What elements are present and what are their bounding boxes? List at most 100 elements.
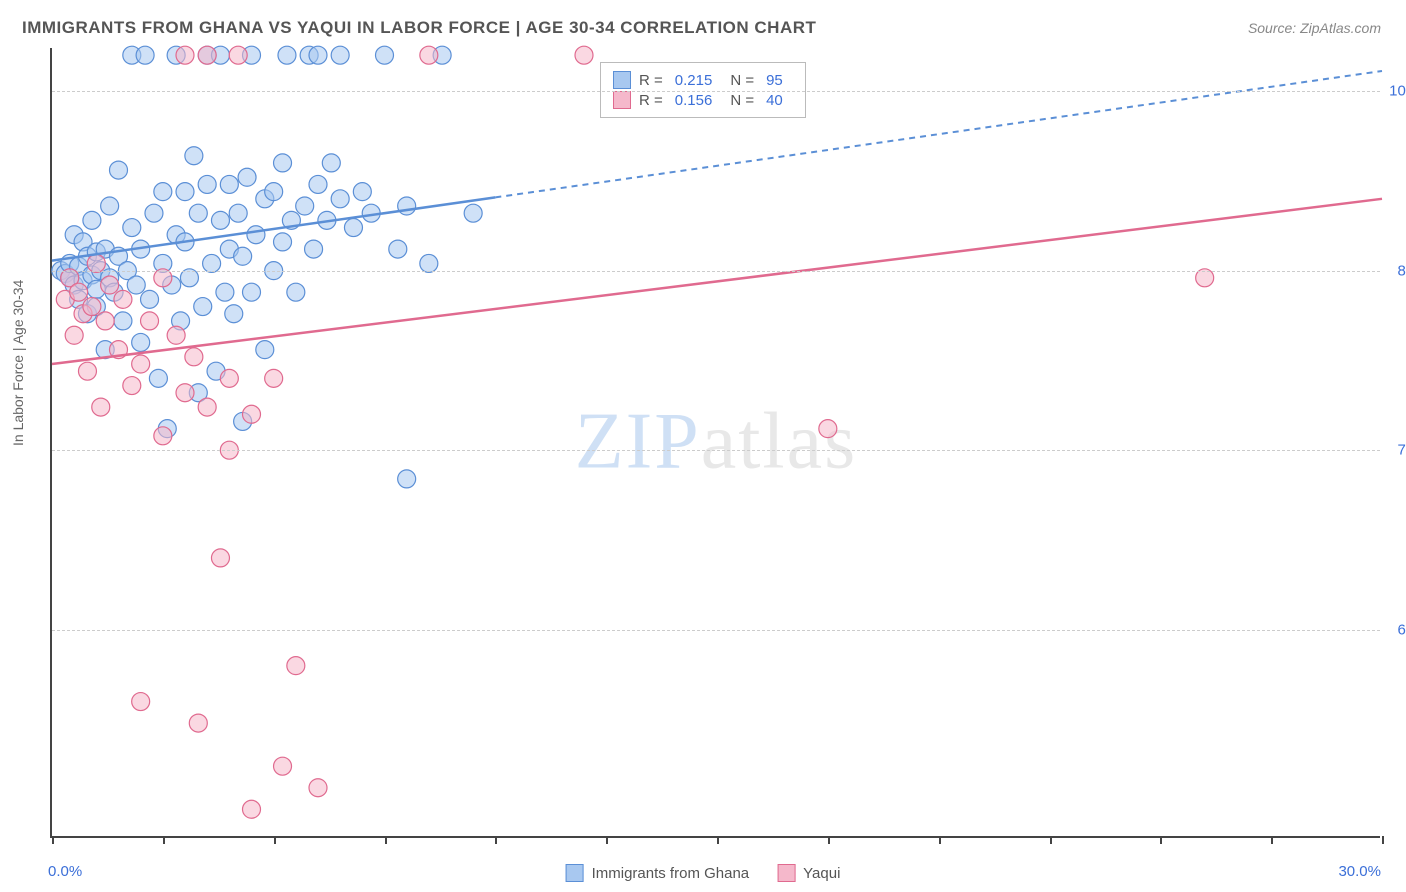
legend-label-ghana: Immigrants from Ghana — [592, 865, 750, 882]
scatter-point — [389, 240, 407, 258]
scatter-point — [309, 46, 327, 64]
scatter-point — [322, 154, 340, 172]
x-tick — [1050, 836, 1052, 844]
legend-swatch-ghana-b — [566, 864, 584, 882]
gridline — [52, 271, 1380, 272]
scatter-point — [132, 333, 150, 351]
scatter-point — [229, 204, 247, 222]
scatter-point — [464, 204, 482, 222]
scatter-point — [65, 326, 83, 344]
legend-swatch-yaqui-b — [777, 864, 795, 882]
y-tick-label: 100.0% — [1389, 83, 1406, 100]
scatter-point — [189, 204, 207, 222]
scatter-point — [198, 46, 216, 64]
scatter-point — [225, 305, 243, 323]
y-tick-label: 62.5% — [1397, 621, 1406, 638]
scatter-point — [256, 341, 274, 359]
scatter-point — [344, 219, 362, 237]
source-label: Source: ZipAtlas.com — [1248, 20, 1381, 36]
scatter-point — [247, 226, 265, 244]
scatter-point — [123, 219, 141, 237]
x-tick — [1160, 836, 1162, 844]
scatter-point — [194, 298, 212, 316]
chart-title: IMMIGRANTS FROM GHANA VS YAQUI IN LABOR … — [22, 18, 816, 38]
scatter-point — [154, 427, 172, 445]
scatter-point — [376, 46, 394, 64]
x-tick — [939, 836, 941, 844]
scatter-point — [220, 175, 238, 193]
x-tick — [606, 836, 608, 844]
x-axis-max-label: 30.0% — [1338, 863, 1381, 880]
gridline — [52, 450, 1380, 451]
scatter-point — [398, 470, 416, 488]
scatter-point — [353, 183, 371, 201]
x-tick — [1271, 836, 1273, 844]
x-axis-min-label: 0.0% — [48, 863, 82, 880]
scatter-point — [296, 197, 314, 215]
x-tick — [495, 836, 497, 844]
scatter-point — [420, 46, 438, 64]
gridline — [52, 630, 1380, 631]
scatter-point — [265, 183, 283, 201]
scatter-point — [96, 312, 114, 330]
scatter-point — [114, 312, 132, 330]
scatter-point — [167, 326, 185, 344]
x-tick — [52, 836, 54, 844]
x-tick — [274, 836, 276, 844]
x-tick — [385, 836, 387, 844]
x-tick — [163, 836, 165, 844]
scatter-point — [132, 355, 150, 373]
plot-area: ZIPatlas R =0.215 N =95 R =0.156 N =40 6… — [50, 48, 1380, 838]
scatter-point — [154, 183, 172, 201]
scatter-point — [70, 283, 88, 301]
scatter-point — [309, 175, 327, 193]
scatter-point — [127, 276, 145, 294]
legend-swatch-yaqui — [613, 91, 631, 109]
x-tick — [828, 836, 830, 844]
scatter-point — [198, 175, 216, 193]
scatter-point — [216, 283, 234, 301]
scatter-point — [220, 369, 238, 387]
scatter-point — [101, 197, 119, 215]
scatter-point — [189, 714, 207, 732]
scatter-point — [265, 369, 283, 387]
scatter-point — [176, 183, 194, 201]
scatter-point — [145, 204, 163, 222]
x-tick — [717, 836, 719, 844]
scatter-point — [141, 290, 159, 308]
scatter-point — [114, 290, 132, 308]
scatter-point — [176, 46, 194, 64]
scatter-point — [176, 384, 194, 402]
scatter-point — [185, 348, 203, 366]
y-tick-label: 87.5% — [1397, 262, 1406, 279]
scatter-point — [234, 247, 252, 265]
scatter-point — [149, 369, 167, 387]
y-axis-title: In Labor Force | Age 30-34 — [10, 280, 26, 446]
scatter-point — [110, 161, 128, 179]
scatter-point — [123, 377, 141, 395]
scatter-point — [243, 800, 261, 818]
scatter-point — [101, 276, 119, 294]
y-tick-label: 75.0% — [1397, 442, 1406, 459]
scatter-point — [243, 405, 261, 423]
scatter-point — [78, 362, 96, 380]
scatter-point — [309, 779, 327, 797]
scatter-point — [198, 398, 216, 416]
scatter-point — [287, 657, 305, 675]
scatter-point — [819, 420, 837, 438]
scatter-point — [238, 168, 256, 186]
scatter-point — [331, 46, 349, 64]
scatter-point — [83, 298, 101, 316]
scatter-point — [185, 147, 203, 165]
scatter-point — [575, 46, 593, 64]
scatter-point — [278, 46, 296, 64]
scatter-point — [83, 211, 101, 229]
scatter-point — [211, 549, 229, 567]
scatter-point — [141, 312, 159, 330]
scatter-point — [211, 211, 229, 229]
scatter-point — [132, 693, 150, 711]
scatter-point — [331, 190, 349, 208]
gridline — [52, 91, 1380, 92]
trend-line — [52, 199, 1382, 364]
legend-stats: R =0.215 N =95 R =0.156 N =40 — [600, 62, 806, 118]
